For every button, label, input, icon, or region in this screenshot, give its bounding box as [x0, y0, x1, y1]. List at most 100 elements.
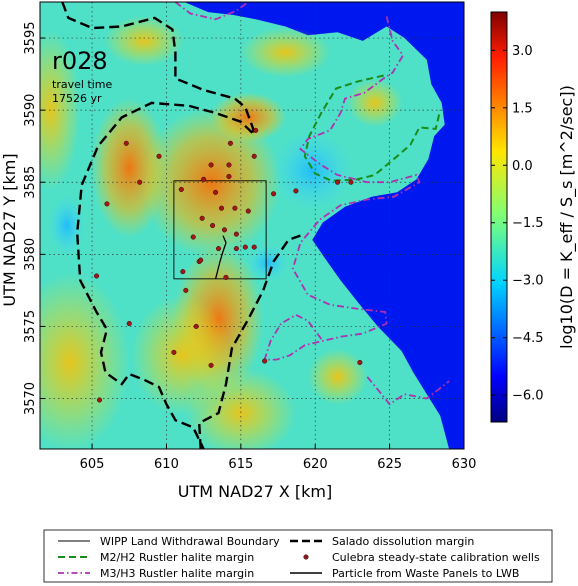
salado-dissolution-margin	[197, 234, 301, 450]
calibration-well	[215, 246, 222, 252]
calibration-well	[156, 153, 162, 159]
calibration-well	[348, 179, 354, 185]
calibration-well	[334, 179, 341, 185]
x-tick-label: 620	[303, 457, 328, 472]
legend-entry: WIPP Land Withdrawal Boundary	[58, 535, 280, 548]
salado-dissolution-margin	[61, 1, 257, 450]
calibration-well	[93, 273, 100, 279]
calibration-well	[226, 173, 232, 180]
calibration-well	[198, 257, 204, 263]
legend-label: Salado dissolution margin	[332, 535, 474, 548]
colorbar-tick-label: −6.0	[512, 389, 544, 404]
wipp-land-withdrawal-boundary	[173, 180, 267, 280]
map-overlays	[61, 1, 450, 450]
plot-frame	[39, 1, 465, 450]
m3-halite-margin	[366, 376, 450, 406]
calibration-well	[233, 231, 239, 237]
travel-time-value: 17526 yr	[52, 92, 102, 105]
legend-entry: M2/H2 Rustler halite margin	[58, 551, 254, 564]
colorbar-scale	[490, 11, 508, 423]
m2-halite-margin	[303, 74, 442, 182]
calibration-well	[193, 323, 199, 329]
x-tick-label: 625	[377, 457, 402, 472]
calibration-well	[253, 127, 259, 133]
calibration-well	[223, 274, 229, 280]
calibration-well	[126, 321, 132, 327]
axes: 605 610 615 620 625 630 3570 3575 3580 3585 3590 35…	[23, 22, 476, 472]
colorbar: 3.0 1.5 0.0 −1.5 −3.0 −4.5 −6.0 log10(D = K_ef…	[490, 11, 577, 423]
x-axis-label: UTM NAD27 X [km]	[178, 482, 332, 501]
y-tick-label: 3570	[23, 382, 38, 415]
y-tick-label: 3580	[23, 238, 38, 271]
calibration-well	[233, 246, 239, 252]
calibration-well	[245, 208, 251, 214]
travel-time-label: travel time	[52, 78, 112, 91]
calibration-well	[251, 153, 257, 159]
calibration-well	[104, 201, 110, 207]
calibration-well	[227, 140, 233, 146]
colorbar-tick-label: −1.5	[512, 216, 544, 231]
field-patch	[272, 130, 353, 211]
calibration-well	[271, 191, 277, 197]
calibration-well	[251, 244, 257, 250]
y-tick-label: 3590	[23, 94, 38, 127]
colorbar-tick-label: −4.5	[512, 331, 544, 346]
field-patch	[346, 78, 403, 127]
particle-path	[214, 235, 227, 280]
calibration-well	[201, 176, 207, 182]
calibration-well	[183, 287, 189, 293]
calibration-well	[226, 162, 232, 168]
colorbar-tick-label: 1.5	[512, 101, 533, 116]
calibration-well	[293, 188, 299, 194]
calibration-well	[199, 215, 205, 221]
legend-swatch	[303, 554, 309, 560]
colorbar-tick-label: 3.0	[512, 44, 533, 59]
legend-label: WIPP Land Withdrawal Boundary	[100, 535, 280, 548]
legend-label: M2/H2 Rustler halite margin	[100, 551, 254, 564]
calibration-well	[210, 222, 216, 229]
legend-label: Culebra steady-state calibration wells	[332, 551, 540, 564]
x-tick-label: 610	[154, 457, 179, 472]
grid-lines	[40, 2, 464, 449]
field-patch	[40, 272, 130, 449]
calibration-well	[137, 179, 143, 185]
colorbar-label: log10(D = K_eff / S_s [m^2/sec])	[557, 85, 577, 349]
calibration-well	[208, 162, 214, 168]
x-tick-label: 615	[228, 457, 253, 472]
x-tick-label: 605	[80, 457, 105, 472]
legend-label: M3/H3 Rustler halite margin	[100, 567, 254, 580]
legend-entry: Salado dissolution margin	[290, 535, 474, 548]
calibration-well	[178, 186, 184, 193]
run-id-label: r028	[52, 47, 108, 75]
calibration-well	[218, 205, 225, 211]
y-axis-label: UTM NAD27 Y [km]	[0, 153, 19, 306]
y-tick-label: 3585	[23, 166, 38, 199]
legend-entry: M3/H3 Rustler halite margin	[58, 567, 254, 580]
field-patch	[104, 15, 185, 66]
legend-entry: Culebra steady-state calibration wells	[303, 551, 540, 564]
calibration-well	[357, 359, 363, 366]
calibration-well	[262, 358, 268, 364]
field-patch	[40, 30, 81, 191]
calibration-well	[213, 189, 219, 195]
legend-entry: Particle from Waste Panels to LWB	[290, 567, 519, 580]
field-patch	[307, 348, 368, 405]
legend-label: Particle from Waste Panels to LWB	[332, 567, 519, 580]
m3-halite-margin	[174, 1, 249, 21]
legend: WIPP Land Withdrawal Boundary Salado diss…	[43, 529, 553, 583]
calibration-well	[190, 234, 196, 240]
run-annotation: r028 travel time 17526 yr	[52, 47, 112, 105]
calibration-well	[221, 227, 228, 233]
calibration-well	[123, 140, 129, 146]
field-patch	[240, 27, 331, 78]
colorbar-tick-label: 0.0	[512, 159, 533, 174]
y-tick-label: 3595	[23, 22, 38, 55]
calibration-well	[208, 362, 214, 368]
y-tick-label: 3575	[23, 310, 38, 343]
colorbar-tick-label: −3.0	[512, 274, 544, 289]
m3-halite-margin	[263, 16, 421, 361]
x-tick-label: 630	[452, 457, 477, 472]
calibration-well	[180, 269, 186, 275]
calibration-well	[171, 349, 177, 355]
